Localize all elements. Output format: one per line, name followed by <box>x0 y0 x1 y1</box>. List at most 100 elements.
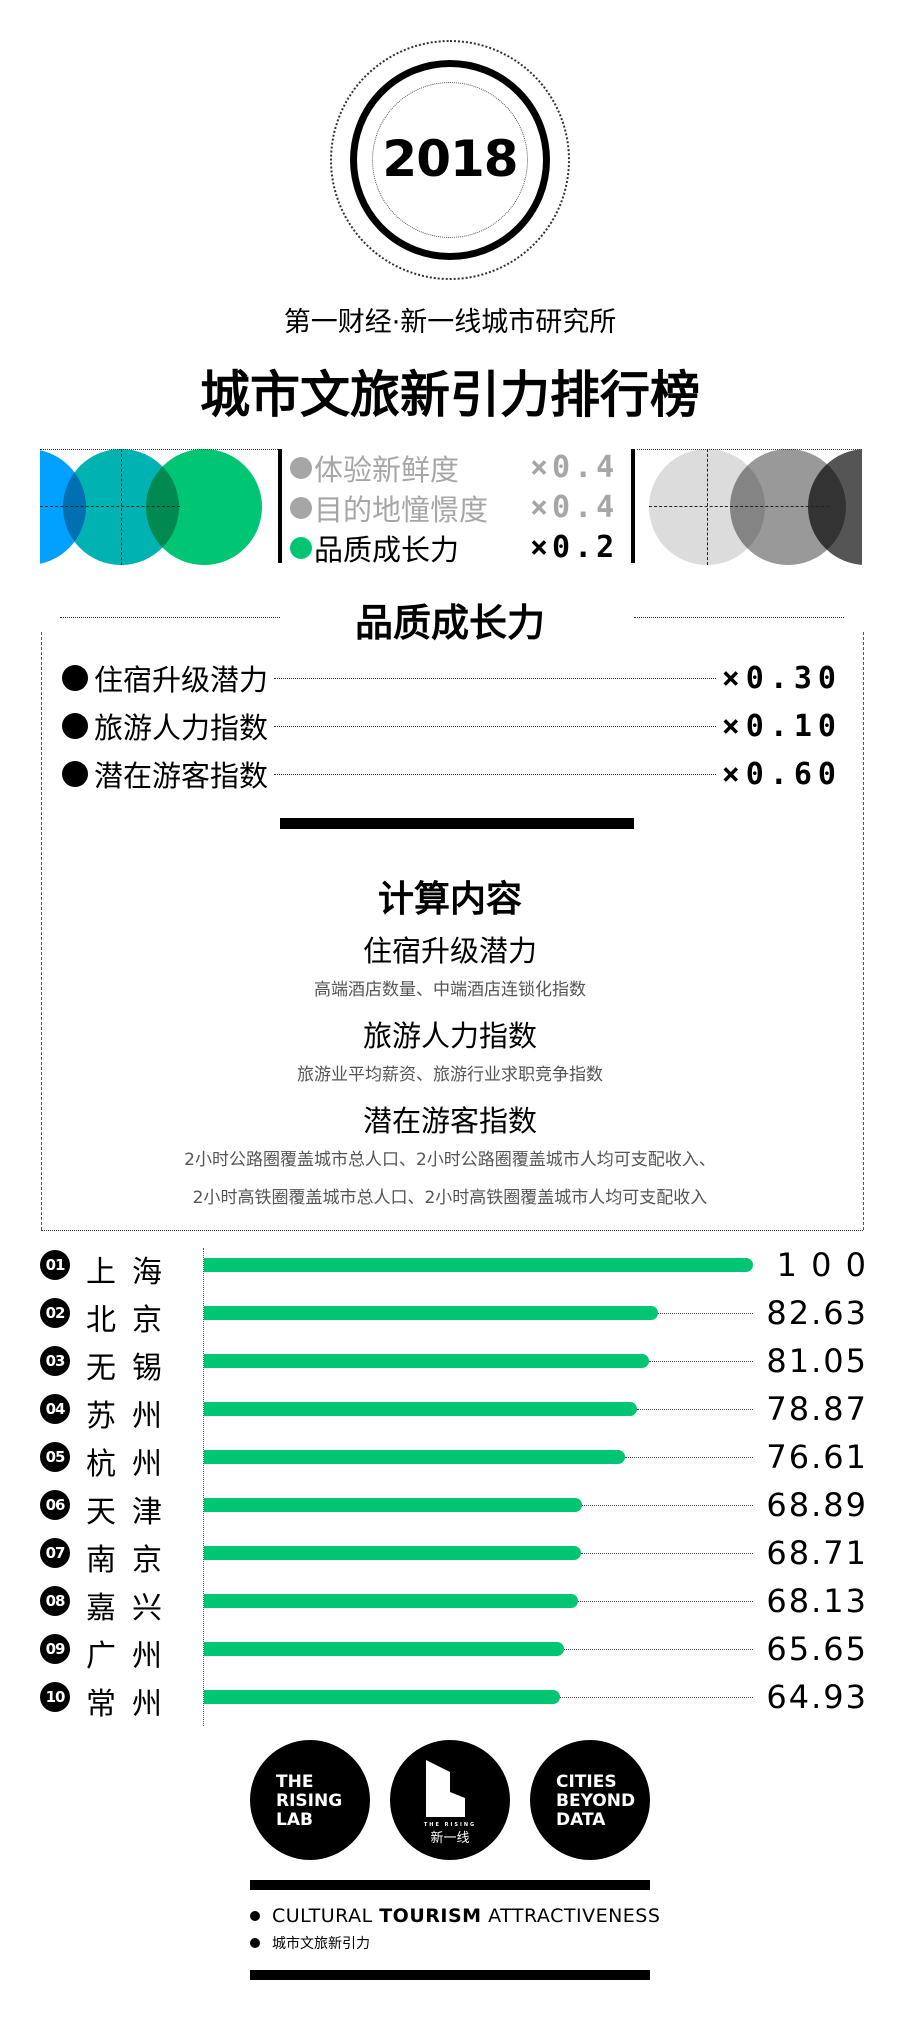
rank-badge: 10 <box>40 1682 70 1712</box>
leader-line <box>578 1601 753 1602</box>
leader-line <box>582 1505 753 1506</box>
logo-xinyixian: THE RISING 新一线 <box>390 1740 510 1860</box>
factor-item: 旅游人力指数 ×0.10 <box>62 706 842 746</box>
divider <box>60 617 280 618</box>
bar <box>204 1306 658 1320</box>
city-label: 北京 <box>86 1303 178 1338</box>
leader-line <box>648 1361 753 1362</box>
year-badge-ring <box>350 60 550 260</box>
bar <box>204 1258 753 1272</box>
leader-line <box>624 1457 753 1458</box>
rank-badge: 01 <box>40 1250 70 1280</box>
frame-right <box>863 632 864 1230</box>
weight-value: ×0.4 <box>530 450 619 485</box>
value-label: 65.65 <box>766 1630 868 1668</box>
rank-badge: 02 <box>40 1298 70 1328</box>
frame-bottom <box>41 1230 863 1231</box>
building-icon <box>426 1760 465 1817</box>
city-label: 常州 <box>86 1687 178 1722</box>
weight-legend-item: 体验新鲜度 <box>290 448 459 488</box>
value-label: 64.93 <box>766 1678 868 1716</box>
city-label: 天津 <box>86 1495 178 1530</box>
rank-badge: 08 <box>40 1586 70 1616</box>
rank-badge: 09 <box>40 1634 70 1664</box>
legend-dot-icon <box>290 457 312 479</box>
legend-dot-icon <box>290 497 312 519</box>
calc-item-desc: 2小时公路圈覆盖城市总人口、2小时公路圈覆盖城市人均可支配收入、 <box>184 1150 716 1170</box>
bullet-icon <box>62 665 88 691</box>
bullet-icon <box>62 713 88 739</box>
city-label: 无锡 <box>86 1351 178 1386</box>
value-label: 68.89 <box>766 1486 868 1524</box>
rank-row: 05 杭州 76.61 <box>0 1437 900 1482</box>
bar <box>204 1354 649 1368</box>
year-badge-inner-ring <box>372 82 528 238</box>
rank-badge: 06 <box>40 1490 70 1520</box>
divider <box>634 617 844 618</box>
leader-line <box>564 1649 753 1650</box>
rank-row: 03 无锡 81.05 <box>0 1341 900 1386</box>
rank-badge: 04 <box>40 1394 70 1424</box>
value-label: 1 0 0 <box>776 1246 868 1284</box>
divider-bar <box>250 1970 650 1980</box>
rank-row: 06 天津 68.89 <box>0 1485 900 1530</box>
city-label: 上海 <box>86 1255 178 1290</box>
english-tagline: CULTURAL TOURISM ATTRACTIVENESS <box>250 1905 660 1927</box>
calc-item-desc: 旅游业平均薪资、旅游行业求职竞争指数 <box>297 1065 603 1085</box>
year-badge-outer-ring <box>330 40 570 280</box>
city-label: 广州 <box>86 1639 178 1674</box>
calc-item-name: 旅游人力指数 <box>362 1019 537 1053</box>
bar <box>204 1690 561 1704</box>
chinese-tagline: 城市文旅新引力 <box>250 1933 370 1953</box>
rank-row: 01 上海 1 0 0 <box>0 1245 900 1290</box>
rank-row: 04 苏州 78.87 <box>0 1389 900 1434</box>
calc-item-desc: 2小时高铁圈覆盖城市总人口、2小时高铁圈覆盖城市人均可支配收入 <box>192 1188 708 1208</box>
weight-legend-item: 目的地憧憬度 <box>290 488 488 528</box>
value-label: 78.87 <box>766 1390 868 1428</box>
calc-title: 计算内容 <box>377 879 522 920</box>
bar <box>204 1546 582 1560</box>
leader-line <box>560 1697 753 1698</box>
rank-row: 07 南京 68.71 <box>0 1533 900 1578</box>
bar <box>204 1642 565 1656</box>
value-label: 76.61 <box>766 1438 868 1476</box>
bar <box>204 1450 625 1464</box>
city-label: 杭州 <box>86 1447 178 1482</box>
legend-dot-icon <box>290 537 312 559</box>
frame-left <box>41 632 42 1230</box>
logo-cities-beyond-data: CITIES BEYOND DATA <box>530 1740 650 1860</box>
bullet-icon <box>62 761 88 787</box>
value-label: 82.63 <box>766 1294 868 1332</box>
value-label: 68.13 <box>766 1582 868 1620</box>
subtitle: 第一财经·新一线城市研究所 <box>283 307 617 338</box>
leader-line <box>581 1553 753 1554</box>
bar <box>204 1402 637 1416</box>
rank-badge: 03 <box>40 1346 70 1376</box>
city-label: 南京 <box>86 1543 178 1578</box>
divider-bar <box>250 1880 650 1890</box>
logo-the-rising-lab: THE RISING LAB <box>250 1740 370 1860</box>
year: 2018 <box>382 130 518 188</box>
weight-legend-item: 品质成长力 <box>290 528 459 568</box>
bar <box>204 1594 579 1608</box>
calc-item-name: 潜在游客指数 <box>362 1104 537 1138</box>
divider <box>278 449 282 563</box>
rank-row: 09 广州 65.65 <box>0 1629 900 1674</box>
rank-badge: 05 <box>40 1442 70 1472</box>
factor-item: 住宿升级潜力 ×0.30 <box>62 658 842 698</box>
city-label: 苏州 <box>86 1399 178 1434</box>
rank-row: 02 北京 82.63 <box>0 1293 900 1338</box>
section-title: 品质成长力 <box>354 601 545 645</box>
value-label: 81.05 <box>766 1342 868 1380</box>
weight-value: ×0.2 <box>530 530 619 565</box>
divider-bar <box>280 818 634 829</box>
calc-item-desc: 高端酒店数量、中端酒店连锁化指数 <box>314 980 586 1000</box>
leader-line <box>657 1313 753 1314</box>
bar <box>204 1498 583 1512</box>
calc-item-name: 住宿升级潜力 <box>362 934 537 968</box>
weight-value: ×0.4 <box>530 490 619 525</box>
leader-line <box>636 1409 753 1410</box>
factor-item: 潜在游客指数 ×0.60 <box>62 754 842 794</box>
gray-circles-right <box>637 449 862 565</box>
rank-row: 08 嘉兴 68.13 <box>0 1581 900 1626</box>
